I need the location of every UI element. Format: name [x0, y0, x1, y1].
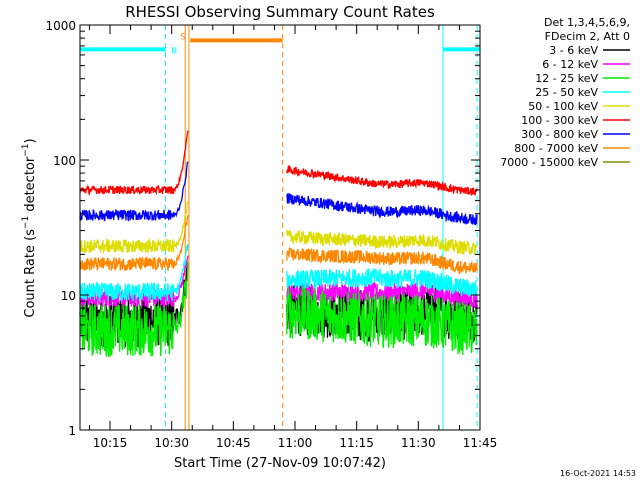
flag-bars: NS — [80, 32, 480, 56]
y-axis-label: Count Rate (s−1 detector−1) — [21, 138, 38, 317]
legend-label: 6 - 12 keV — [542, 58, 598, 71]
legend-label: 50 - 100 keV — [528, 100, 598, 113]
y-tick-label: 1 — [68, 424, 76, 438]
y-axis-ticks: 1 10 100 1000 — [45, 19, 480, 438]
flag-label: N — [172, 46, 177, 56]
timestamp: 16-Oct-2021 14:53 — [560, 469, 636, 478]
legend-label: 100 - 300 keV — [521, 114, 598, 127]
flag-label: S — [180, 32, 185, 42]
series-line — [286, 286, 478, 355]
legend-label: 12 - 25 keV — [535, 72, 598, 85]
x-tick-label: 10:30 — [154, 436, 189, 450]
series-line — [79, 215, 189, 271]
legend-title: Det 1,3,4,5,6,9, — [544, 16, 630, 29]
series-line — [286, 247, 478, 274]
annotation-vertical-lines — [79, 25, 478, 430]
x-tick-label: 11:15 — [339, 436, 374, 450]
x-tick-label: 11:30 — [401, 436, 436, 450]
x-tick-label: 10:15 — [93, 436, 128, 450]
x-tick-label: 11:00 — [278, 436, 313, 450]
y-label-part: detector — [23, 156, 38, 216]
series-line — [79, 261, 189, 358]
y-tick-label: 1000 — [45, 19, 76, 33]
series-line — [286, 164, 478, 197]
legend-label: 25 - 50 keV — [535, 86, 598, 99]
legend: Det 1,3,4,5,6,9, FDecim 2, Att 0 3 - 6 k… — [500, 16, 630, 169]
x-axis-ticks: 10:15 10:30 10:45 11:00 11:15 11:30 11:45 — [88, 25, 498, 450]
legend-label: 300 - 800 keV — [521, 128, 598, 141]
chart-title: RHESSI Observing Summary Count Rates — [125, 3, 435, 21]
y-tick-label: 10 — [61, 289, 76, 303]
legend-subtitle: FDecim 2, Att 0 — [545, 30, 630, 43]
y-label-part: ) — [23, 138, 38, 143]
series-line — [79, 130, 189, 197]
series-line — [286, 268, 478, 297]
x-tick-label: 11:45 — [463, 436, 498, 450]
series-line — [79, 161, 189, 222]
x-tick-label: 10:45 — [216, 436, 251, 450]
y-tick-label: 100 — [53, 154, 76, 168]
plot-area: NS 10:15 10:30 10:45 11:00 11:15 11:30 11:45 1… — [45, 19, 497, 450]
series-line — [79, 244, 189, 302]
legend-label: 7000 - 15000 keV — [500, 156, 598, 169]
legend-label: 3 - 6 keV — [549, 44, 598, 57]
series-line — [286, 193, 478, 226]
y-label-sup: −1 — [21, 143, 31, 156]
y-label-sup: −1 — [21, 216, 31, 229]
series-line — [286, 228, 478, 256]
series-line — [79, 201, 189, 254]
series-layer — [79, 130, 478, 358]
y-label-part: Count Rate (s — [23, 229, 38, 318]
x-axis-label: Start Time (27-Nov-09 10:07:42) — [174, 456, 386, 471]
legend-label: 800 - 7000 keV — [514, 142, 598, 155]
plot-frame — [79, 24, 481, 431]
